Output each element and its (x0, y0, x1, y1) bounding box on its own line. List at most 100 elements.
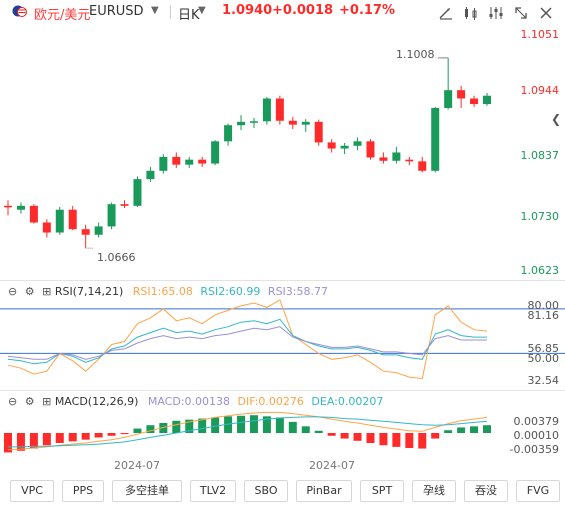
indicator-button-engulfing[interactable]: 吞没 (464, 480, 508, 502)
settings-button[interactable] (487, 5, 505, 21)
price-change: +0.0018 (272, 3, 334, 18)
period-selector[interactable]: 日K (178, 8, 200, 23)
rsi-y-label-2: 81.16 (527, 309, 560, 322)
candle-body (107, 204, 116, 227)
candle-body (224, 125, 233, 142)
macd-histogram-bar (431, 433, 440, 439)
macd-histogram-bar (327, 433, 336, 436)
close-icon (540, 7, 552, 19)
macd-y-label-3: -0.00359 (509, 443, 559, 456)
macd-histogram-bar (237, 415, 246, 433)
rsi2-line (7, 318, 487, 365)
candle-body (262, 98, 271, 122)
rsi-title[interactable]: RSI(7,14,21) (54, 285, 124, 298)
candle-body (249, 121, 258, 123)
macd-histogram-bar (4, 433, 12, 453)
macd-histogram-bar (120, 433, 129, 435)
candle-body (185, 159, 194, 165)
macd-y-label-2: 0.00010 (513, 429, 560, 442)
candle-body (418, 161, 427, 171)
indicator-button-harami[interactable]: 孕线 (412, 480, 456, 502)
candle-body (275, 98, 284, 121)
period-dropdown-icon[interactable]: ▼ (198, 5, 206, 16)
macd-histogram-bar (249, 415, 258, 433)
candle-body (340, 145, 349, 149)
macd-histogram-bar (457, 427, 466, 433)
settings-icon[interactable]: ⚙ (24, 395, 35, 408)
y-label-4: 1.0730 (520, 210, 560, 223)
candle-body (301, 121, 310, 125)
fullscreen-button[interactable] (512, 5, 530, 21)
candle-body (457, 90, 466, 99)
indicator-toggle-icon[interactable]: ⊞ (42, 395, 52, 408)
macd-histogram-bar (133, 428, 142, 433)
candle-body (392, 152, 401, 161)
indicator-button-pinbar[interactable]: PinBar (296, 480, 352, 502)
indicator-button-pps[interactable]: PPS (62, 480, 104, 502)
divider (170, 5, 171, 19)
rsi1-value: RSI1:65.08 (132, 285, 193, 298)
candle-body (172, 156, 181, 165)
macd-histogram-bar (275, 417, 284, 433)
candle-body (379, 157, 388, 161)
macd-histogram-bar (418, 433, 427, 449)
candle-body (81, 229, 90, 235)
eu-us-flag-icon (12, 5, 27, 17)
symbol-code[interactable]: EURUSD (89, 4, 144, 19)
rsi-chart[interactable] (0, 298, 565, 390)
y-label-3: 1.0837 (520, 149, 560, 162)
candle-body (133, 179, 142, 206)
indicator-button[interactable] (462, 5, 480, 21)
price-change-pct: +0.17% (339, 3, 395, 18)
indicator-button-vpc[interactable]: VPC (10, 480, 54, 502)
macd-histogram-bar (42, 433, 51, 446)
macd-histogram-bar (198, 418, 207, 433)
indicator-button-long-short-orders[interactable]: 多空挂单 (112, 480, 182, 502)
y-label-5: 1.0623 (520, 264, 560, 277)
y-label-2: 1.0944 (520, 84, 560, 97)
indicator-toggle-icon[interactable]: ⊞ (42, 285, 52, 298)
symbol-dropdown-icon[interactable]: ▼ (151, 5, 159, 16)
rsi1-line (7, 299, 488, 380)
macd-chart[interactable] (0, 408, 565, 458)
top-bar: 欧元/美元 EURUSD ▼ 日K ▼ 1.0940 +0.0018 +0.17… (0, 0, 565, 26)
x-axis-label: 2024-07 (309, 459, 355, 472)
candle-body (55, 209, 64, 233)
collapse-icon[interactable]: ⊖ (8, 395, 18, 408)
candle-body (237, 121, 246, 126)
macd-histogram-bar (55, 433, 64, 443)
rsi3-value: RSI3:58.77 (267, 285, 328, 298)
macd-histogram-bar (159, 423, 168, 433)
collapse-panel-button[interactable]: ❮ (551, 112, 565, 132)
macd-histogram-bar (224, 416, 233, 433)
candle-body (29, 205, 38, 223)
indicator-button-tlv2[interactable]: TLV2 (190, 480, 236, 502)
collapse-icon[interactable]: ⊖ (8, 285, 18, 298)
macd-histogram-bar (301, 426, 310, 433)
rsi3-line (7, 326, 487, 360)
macd-histogram-bar (483, 425, 491, 433)
macd-histogram-bar (366, 433, 375, 443)
indicator-button-fvg[interactable]: FVG (516, 480, 560, 502)
macd-title[interactable]: MACD(12,26,9) (54, 395, 139, 408)
close-button[interactable] (537, 5, 555, 21)
dea-line (8, 416, 488, 448)
draw-line-button[interactable] (437, 5, 455, 21)
macd-histogram-bar (29, 433, 38, 449)
last-price: 1.0940 (222, 3, 273, 18)
chart-type-icon (465, 7, 477, 20)
candle-body (146, 170, 155, 180)
indicator-button-sbo[interactable]: SBO (244, 480, 288, 502)
draw-line-icon (439, 8, 452, 20)
candle-body (94, 226, 103, 235)
candlestick-chart[interactable] (0, 26, 565, 280)
pair-name[interactable]: 欧元/美元 (34, 8, 91, 23)
indicator-button-spt[interactable]: SPT (360, 480, 404, 502)
macd-histogram-bar (444, 430, 453, 433)
macd-y-label-1: 0.00379 (513, 415, 560, 428)
high-marker-label: 1.1008 (396, 48, 435, 61)
candle-body (314, 121, 323, 143)
rsi2-value: RSI2:60.99 (200, 285, 261, 298)
panel-divider (0, 390, 565, 391)
settings-icon[interactable]: ⚙ (24, 285, 35, 298)
